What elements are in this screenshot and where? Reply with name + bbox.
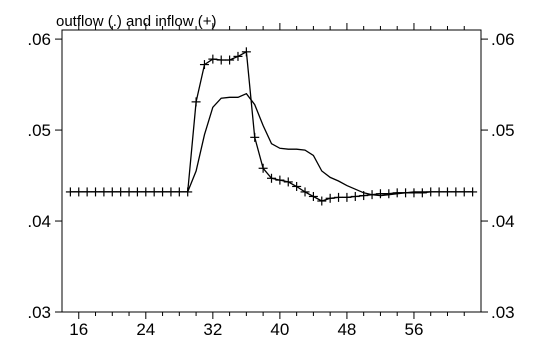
- inflow-point: [417, 188, 427, 198]
- inflow-point: [124, 187, 134, 197]
- inflow-point: [459, 187, 469, 197]
- inflow-point: [107, 187, 117, 197]
- inflow-point: [300, 187, 310, 197]
- inflow-point: [350, 191, 360, 201]
- inflow-point: [225, 55, 235, 65]
- inflow-point: [241, 47, 251, 57]
- inflow-point: [183, 187, 193, 197]
- inflow-point: [166, 187, 176, 197]
- inflow-point: [208, 54, 218, 64]
- inflow-point: [292, 181, 302, 191]
- inflow-point: [334, 192, 344, 202]
- inflow-point: [359, 191, 369, 201]
- inflow-point: [65, 187, 75, 197]
- inflow-point: [99, 187, 109, 197]
- inflow-point: [158, 187, 168, 197]
- inflow-point: [82, 187, 92, 197]
- y-tick-label-right: .03: [491, 303, 515, 322]
- inflow-point: [392, 188, 402, 198]
- inflow-point: [468, 187, 478, 197]
- y-tick-label-left: .04: [27, 212, 51, 231]
- inflow-point: [267, 173, 276, 183]
- x-tick-label: 24: [136, 320, 155, 339]
- inflow-point: [250, 132, 260, 142]
- inflow-point: [375, 189, 385, 199]
- inflow-point: [442, 187, 452, 197]
- inflow-point: [199, 60, 209, 70]
- y-tick-label-left: .05: [27, 121, 51, 140]
- y-tick-label-right: .04: [491, 212, 515, 231]
- inflow-point: [401, 188, 411, 198]
- inflow-point: [141, 187, 151, 197]
- inflow-point: [216, 55, 226, 65]
- inflow-point: [317, 196, 327, 206]
- y-tick-label-right: .06: [491, 30, 515, 49]
- chart-title: outflow (.) and inflow (+): [56, 13, 216, 30]
- inflow-point: [451, 187, 461, 197]
- x-tick-label: 40: [270, 320, 289, 339]
- inflow-point: [384, 189, 394, 199]
- x-tick-label: 32: [203, 320, 222, 339]
- inflow-point: [308, 191, 318, 201]
- inflow-point: [258, 163, 268, 173]
- inflow-point: [325, 193, 335, 203]
- inflow-point: [132, 187, 142, 197]
- x-tick-label: 56: [404, 320, 423, 339]
- inflow-point: [426, 187, 436, 197]
- y-tick-label-left: .03: [27, 303, 51, 322]
- inflow-point: [74, 187, 84, 197]
- x-tick-label: 16: [69, 320, 88, 339]
- inflow-point: [283, 177, 293, 187]
- inflow-point: [275, 175, 285, 185]
- x-tick-label: 48: [337, 320, 356, 339]
- inflow-point: [149, 187, 159, 197]
- inflow-point: [174, 187, 184, 197]
- inflow-point: [191, 97, 201, 107]
- inflow-point: [342, 192, 352, 202]
- inflow-point: [91, 187, 101, 197]
- inflow-point: [367, 190, 377, 200]
- inflow-point: [434, 187, 444, 197]
- y-tick-label-right: .05: [491, 121, 515, 140]
- y-tick-label-left: .06: [27, 30, 51, 49]
- plot-frame: [61, 29, 482, 313]
- inflow-point: [233, 51, 243, 61]
- inflow-point: [409, 188, 419, 198]
- inflow-point: [116, 187, 126, 197]
